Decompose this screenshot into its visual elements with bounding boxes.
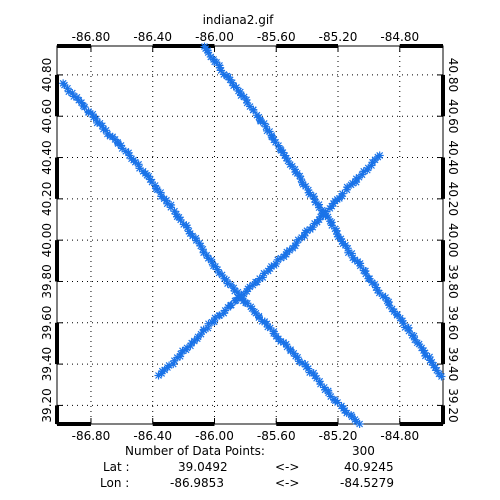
x-tick-label-bottom: -86.00 xyxy=(195,429,234,443)
lon-max: -84.5279 xyxy=(340,476,394,490)
data-point xyxy=(134,160,143,169)
data-point xyxy=(253,278,262,287)
data-point xyxy=(199,325,208,334)
y-tick-label-left: 40.40 xyxy=(40,140,54,174)
x-tick-label-bottom: -86.40 xyxy=(133,429,172,443)
lat-label: Lat : xyxy=(103,460,130,474)
lat-max: 40.9245 xyxy=(344,460,394,474)
x-tick-label-top: -86.40 xyxy=(133,30,172,44)
y-tick-label-right: 39.20 xyxy=(446,388,460,422)
x-tick-label-bottom: -85.20 xyxy=(319,429,358,443)
data-point xyxy=(98,121,107,130)
y-tick-label-right: 40.00 xyxy=(446,223,460,257)
x-tick-label-top: -86.00 xyxy=(195,30,234,44)
lat-min: 39.0492 xyxy=(178,460,228,474)
plot-frame xyxy=(56,45,444,425)
x-tick-label-top: -84.80 xyxy=(380,30,419,44)
x-tick-label-top: -85.60 xyxy=(257,30,296,44)
count-label: Number of Data Points: xyxy=(125,444,265,458)
y-tick-label-left: 40.00 xyxy=(40,223,54,257)
data-point xyxy=(215,268,224,277)
x-tick-label-bottom: -84.80 xyxy=(380,429,419,443)
y-tick-label-left: 40.20 xyxy=(40,182,54,216)
data-point xyxy=(266,323,275,332)
y-tick-label-right: 39.40 xyxy=(446,347,460,381)
data-point xyxy=(355,420,364,428)
count-value: 300 xyxy=(352,444,375,458)
y-tick-label-left: 39.80 xyxy=(40,264,54,298)
y-tick-label-right: 40.80 xyxy=(446,58,460,92)
data-points xyxy=(59,42,446,428)
x-axis-top-ticks: -86.80 -86.40 -86.00 -85.60 -85.20 -84.80 xyxy=(72,30,419,52)
data-point xyxy=(249,106,258,115)
y-tick-label-left: 39.60 xyxy=(40,306,54,340)
grid-lines xyxy=(57,46,443,424)
data-point xyxy=(404,327,413,336)
data-point xyxy=(217,66,226,75)
data-point xyxy=(437,372,446,381)
y-tick-label-right: 40.40 xyxy=(446,140,460,174)
data-point xyxy=(375,151,384,160)
lat-arrow: <-> xyxy=(275,460,300,474)
y-tick-label-left: 40.60 xyxy=(40,99,54,133)
x-axis-bottom-ticks: -86.80 -86.40 -86.00 -85.60 -85.20 -84.80 xyxy=(72,418,419,443)
data-point xyxy=(265,127,274,136)
data-point xyxy=(230,287,239,296)
data-point xyxy=(197,330,206,339)
y-axis-left-ticks: 39.20 39.40 39.60 39.80 40.00 40.20 40.40 40.60… xyxy=(40,58,63,423)
y-tick-label-right: 40.60 xyxy=(446,99,460,133)
lon-label: Lon : xyxy=(100,476,130,490)
data-point xyxy=(327,202,336,211)
x-tick-label-top: -85.20 xyxy=(319,30,358,44)
y-axis-right-ticks: 39.20 39.40 39.60 39.80 40.00 40.20 40.40 40.60… xyxy=(437,58,460,423)
data-point xyxy=(321,207,330,216)
x-tick-label-bottom: -85.60 xyxy=(257,429,296,443)
x-tick-label-bottom: -86.80 xyxy=(72,429,111,443)
y-tick-label-right: 39.80 xyxy=(446,264,460,298)
chart-title: indiana2.gif xyxy=(203,13,275,27)
y-tick-label-right: 39.60 xyxy=(446,306,460,340)
data-point xyxy=(356,261,365,270)
y-tick-label-right: 40.20 xyxy=(446,182,460,216)
y-tick-label-left: 39.40 xyxy=(40,347,54,381)
lon-arrow: <-> xyxy=(275,476,300,490)
x-tick-label-top: -86.80 xyxy=(72,30,111,44)
y-tick-label-left: 40.80 xyxy=(40,58,54,92)
axes-frame xyxy=(55,44,445,426)
y-tick-label-left: 39.20 xyxy=(40,388,54,422)
lon-min: -86.9853 xyxy=(170,476,224,490)
data-point xyxy=(176,215,185,224)
data-point xyxy=(343,244,352,253)
